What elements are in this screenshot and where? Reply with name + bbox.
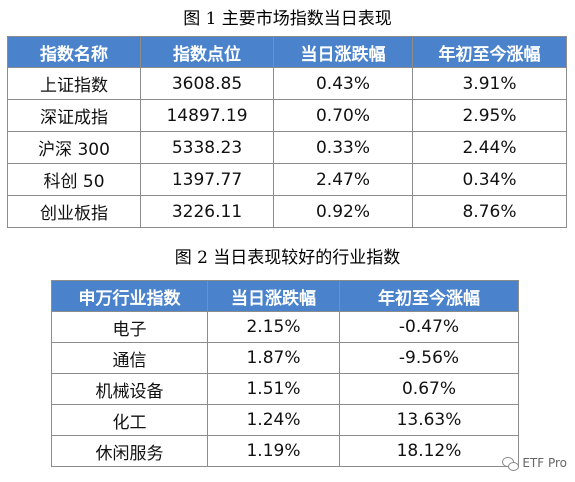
column-header: 当日涨跌幅 bbox=[207, 280, 340, 312]
industry-name-cell: 化工 bbox=[51, 404, 208, 436]
daily-change-cell: 0.92% bbox=[273, 195, 413, 228]
column-header: 年初至今涨幅 bbox=[339, 280, 519, 312]
table-header-row: 指数名称 指数点位 当日涨跌幅 年初至今涨幅 bbox=[7, 36, 567, 68]
table-header-row: 申万行业指数 当日涨跌幅 年初至今涨幅 bbox=[51, 280, 519, 312]
ytd-change-cell: 13.63% bbox=[339, 404, 519, 436]
ytd-change-cell: 3.91% bbox=[412, 67, 567, 100]
daily-change-cell: 1.19% bbox=[207, 435, 340, 467]
industry-name-cell: 休闲服务 bbox=[51, 435, 208, 467]
daily-change-cell: 0.33% bbox=[273, 131, 413, 164]
table-row: 上证指数 3608.85 0.43% 3.91% bbox=[7, 67, 567, 100]
column-header: 指数名称 bbox=[7, 36, 141, 68]
table-row: 深证成指 14897.19 0.70% 2.95% bbox=[7, 99, 567, 132]
table-row: 科创 50 1397.77 2.47% 0.34% bbox=[7, 163, 567, 196]
watermark-text: ETF Pro bbox=[522, 456, 567, 470]
column-header: 当日涨跌幅 bbox=[273, 36, 413, 68]
ytd-change-cell: -0.47% bbox=[339, 311, 519, 343]
column-header: 指数点位 bbox=[140, 36, 274, 68]
ytd-change-cell: 2.95% bbox=[412, 99, 567, 132]
ytd-change-cell: 8.76% bbox=[412, 195, 567, 228]
index-level-cell: 3608.85 bbox=[140, 67, 274, 100]
index-name-cell: 沪深 300 bbox=[7, 131, 141, 164]
table-row: 机械设备 1.51% 0.67% bbox=[51, 373, 519, 405]
figure-2-caption: 图 2 当日表现较好的行业指数 bbox=[174, 248, 401, 268]
table-row: 电子 2.15% -0.47% bbox=[51, 311, 519, 343]
industry-name-cell: 机械设备 bbox=[51, 373, 208, 405]
watermark: ETF Pro bbox=[502, 456, 567, 471]
table-row: 通信 1.87% -9.56% bbox=[51, 342, 519, 374]
ytd-change-cell: 2.44% bbox=[412, 131, 567, 164]
daily-change-cell: 0.70% bbox=[273, 99, 413, 132]
ytd-change-cell: 18.12% bbox=[339, 435, 519, 467]
wechat-icon bbox=[502, 456, 520, 471]
figure-1-caption: 图 1 主要市场指数当日表现 bbox=[183, 9, 392, 29]
daily-change-cell: 1.51% bbox=[207, 373, 340, 405]
industry-index-table: 申万行业指数 当日涨跌幅 年初至今涨幅 电子 2.15% -0.47% 通信 1… bbox=[51, 280, 519, 467]
daily-change-cell: 0.43% bbox=[273, 67, 413, 100]
daily-change-cell: 1.24% bbox=[207, 404, 340, 436]
ytd-change-cell: 0.34% bbox=[412, 163, 567, 196]
index-level-cell: 3226.11 bbox=[140, 195, 274, 228]
index-level-cell: 5338.23 bbox=[140, 131, 274, 164]
table-row: 创业板指 3226.11 0.92% 8.76% bbox=[7, 195, 567, 228]
index-name-cell: 创业板指 bbox=[7, 195, 141, 228]
index-name-cell: 上证指数 bbox=[7, 67, 141, 100]
daily-change-cell: 2.15% bbox=[207, 311, 340, 343]
column-header: 申万行业指数 bbox=[51, 280, 208, 312]
index-name-cell: 科创 50 bbox=[7, 163, 141, 196]
ytd-change-cell: 0.67% bbox=[339, 373, 519, 405]
ytd-change-cell: -9.56% bbox=[339, 342, 519, 374]
column-header: 年初至今涨幅 bbox=[412, 36, 567, 68]
table-row: 休闲服务 1.19% 18.12% bbox=[51, 435, 519, 467]
index-name-cell: 深证成指 bbox=[7, 99, 141, 132]
industry-name-cell: 电子 bbox=[51, 311, 208, 343]
market-index-table: 指数名称 指数点位 当日涨跌幅 年初至今涨幅 上证指数 3608.85 0.43… bbox=[7, 36, 567, 228]
daily-change-cell: 2.47% bbox=[273, 163, 413, 196]
table-row: 沪深 300 5338.23 0.33% 2.44% bbox=[7, 131, 567, 164]
daily-change-cell: 1.87% bbox=[207, 342, 340, 374]
index-level-cell: 14897.19 bbox=[140, 99, 274, 132]
index-level-cell: 1397.77 bbox=[140, 163, 274, 196]
industry-name-cell: 通信 bbox=[51, 342, 208, 374]
table-row: 化工 1.24% 13.63% bbox=[51, 404, 519, 436]
